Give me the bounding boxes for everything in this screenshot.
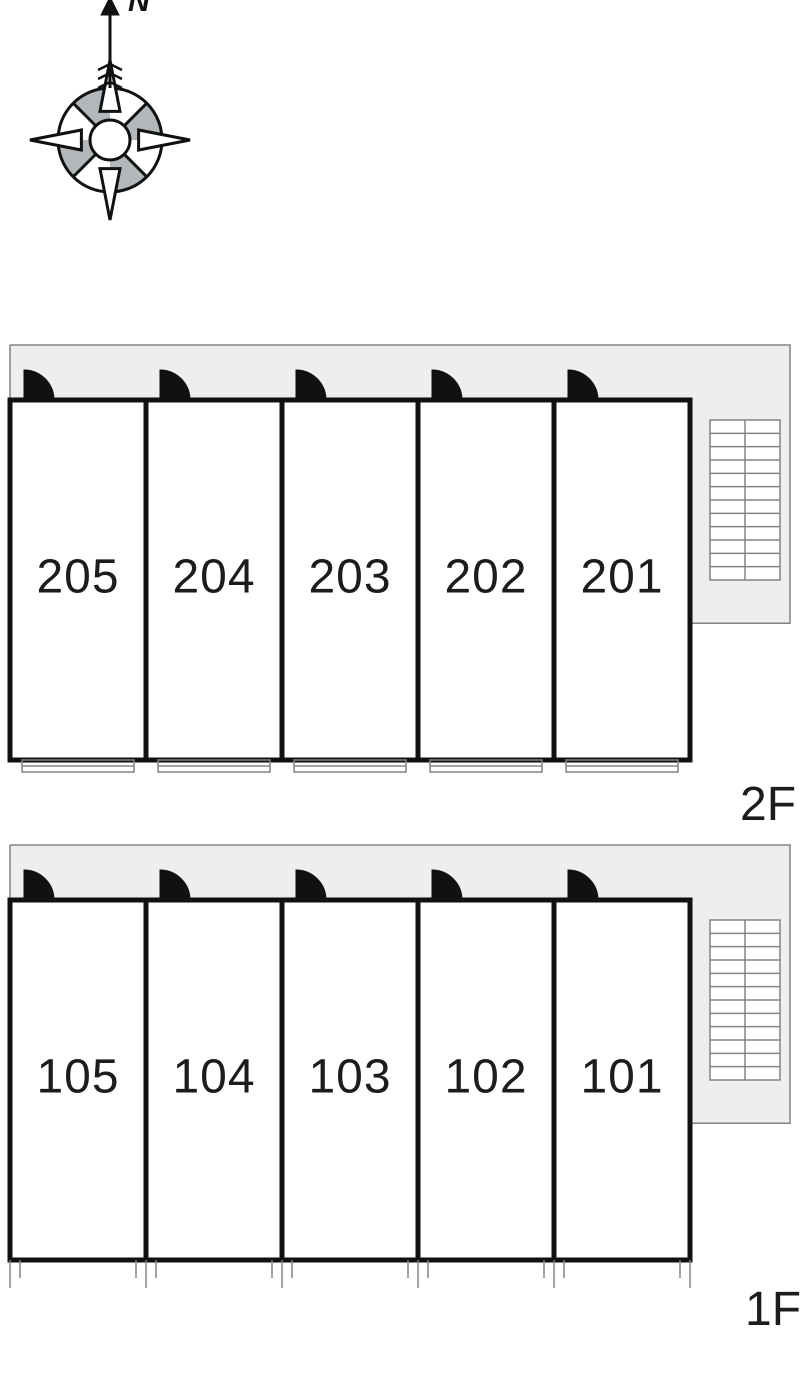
room-label: 104 (172, 1051, 255, 1104)
room-label: 103 (308, 1051, 391, 1104)
room-label: 204 (172, 551, 255, 604)
floor-label: 2F (740, 778, 796, 831)
corridor-fill (10, 845, 790, 900)
room-label: 102 (444, 1051, 527, 1104)
room-label: 202 (444, 551, 527, 604)
room-label: 201 (580, 551, 663, 604)
corridor-fill (10, 345, 790, 400)
floor-1F: 105 104 103 102 101 1F (10, 845, 800, 1336)
room-label: 105 (36, 1051, 119, 1104)
compass-north-label: N (128, 0, 151, 18)
room-label: 101 (580, 1051, 663, 1104)
room-label: 203 (308, 551, 391, 604)
room-label: 205 (36, 551, 119, 604)
floor-2F: 205 204 203 202 201 2F (10, 345, 796, 831)
floor-label: 1F (745, 1283, 800, 1336)
